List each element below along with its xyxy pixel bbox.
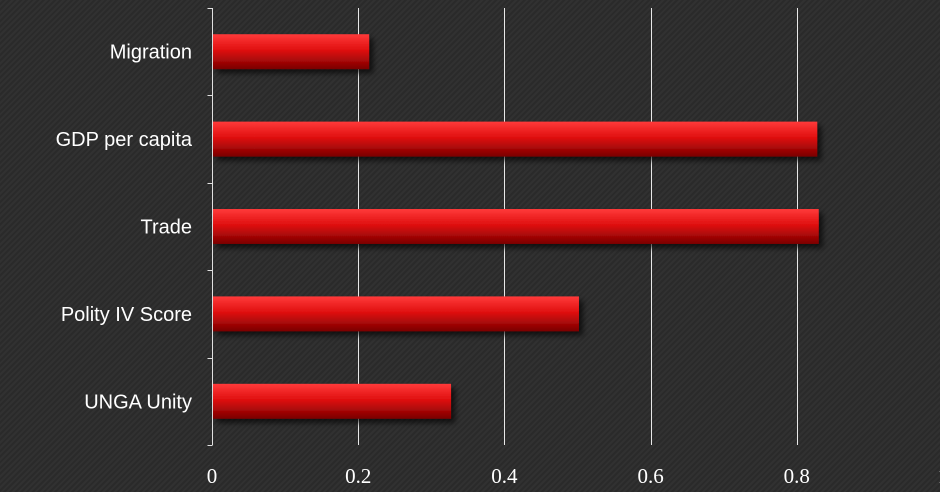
category-label-3: Polity IV Score [61, 304, 192, 326]
x-tick-label-5: 1 [938, 464, 940, 488]
category-label-1: GDP per capita [56, 129, 193, 151]
bar-0 [213, 34, 370, 70]
bar-3 [213, 296, 579, 332]
x-tick-label-2: 0.4 [491, 464, 518, 488]
category-label-0: Migration [110, 42, 192, 64]
bar-1 [213, 121, 818, 157]
category-label-4: UNGA Unity [84, 391, 192, 413]
x-tick-label-1: 0.2 [345, 464, 371, 488]
x-tick-label-4: 0.8 [784, 464, 810, 488]
y-axis [207, 8, 213, 446]
bars [213, 34, 819, 419]
bar-4 [213, 383, 452, 419]
x-tick-labels: 0 0.2 0.4 0.6 0.8 1 [207, 464, 940, 488]
category-labels: Migration GDP per capita Trade Polity IV Sc… [56, 42, 193, 414]
category-label-2: Trade [140, 217, 192, 239]
x-tick-label-0: 0 [207, 464, 218, 488]
bar-2 [213, 209, 819, 244]
x-tick-label-3: 0.6 [637, 464, 663, 488]
